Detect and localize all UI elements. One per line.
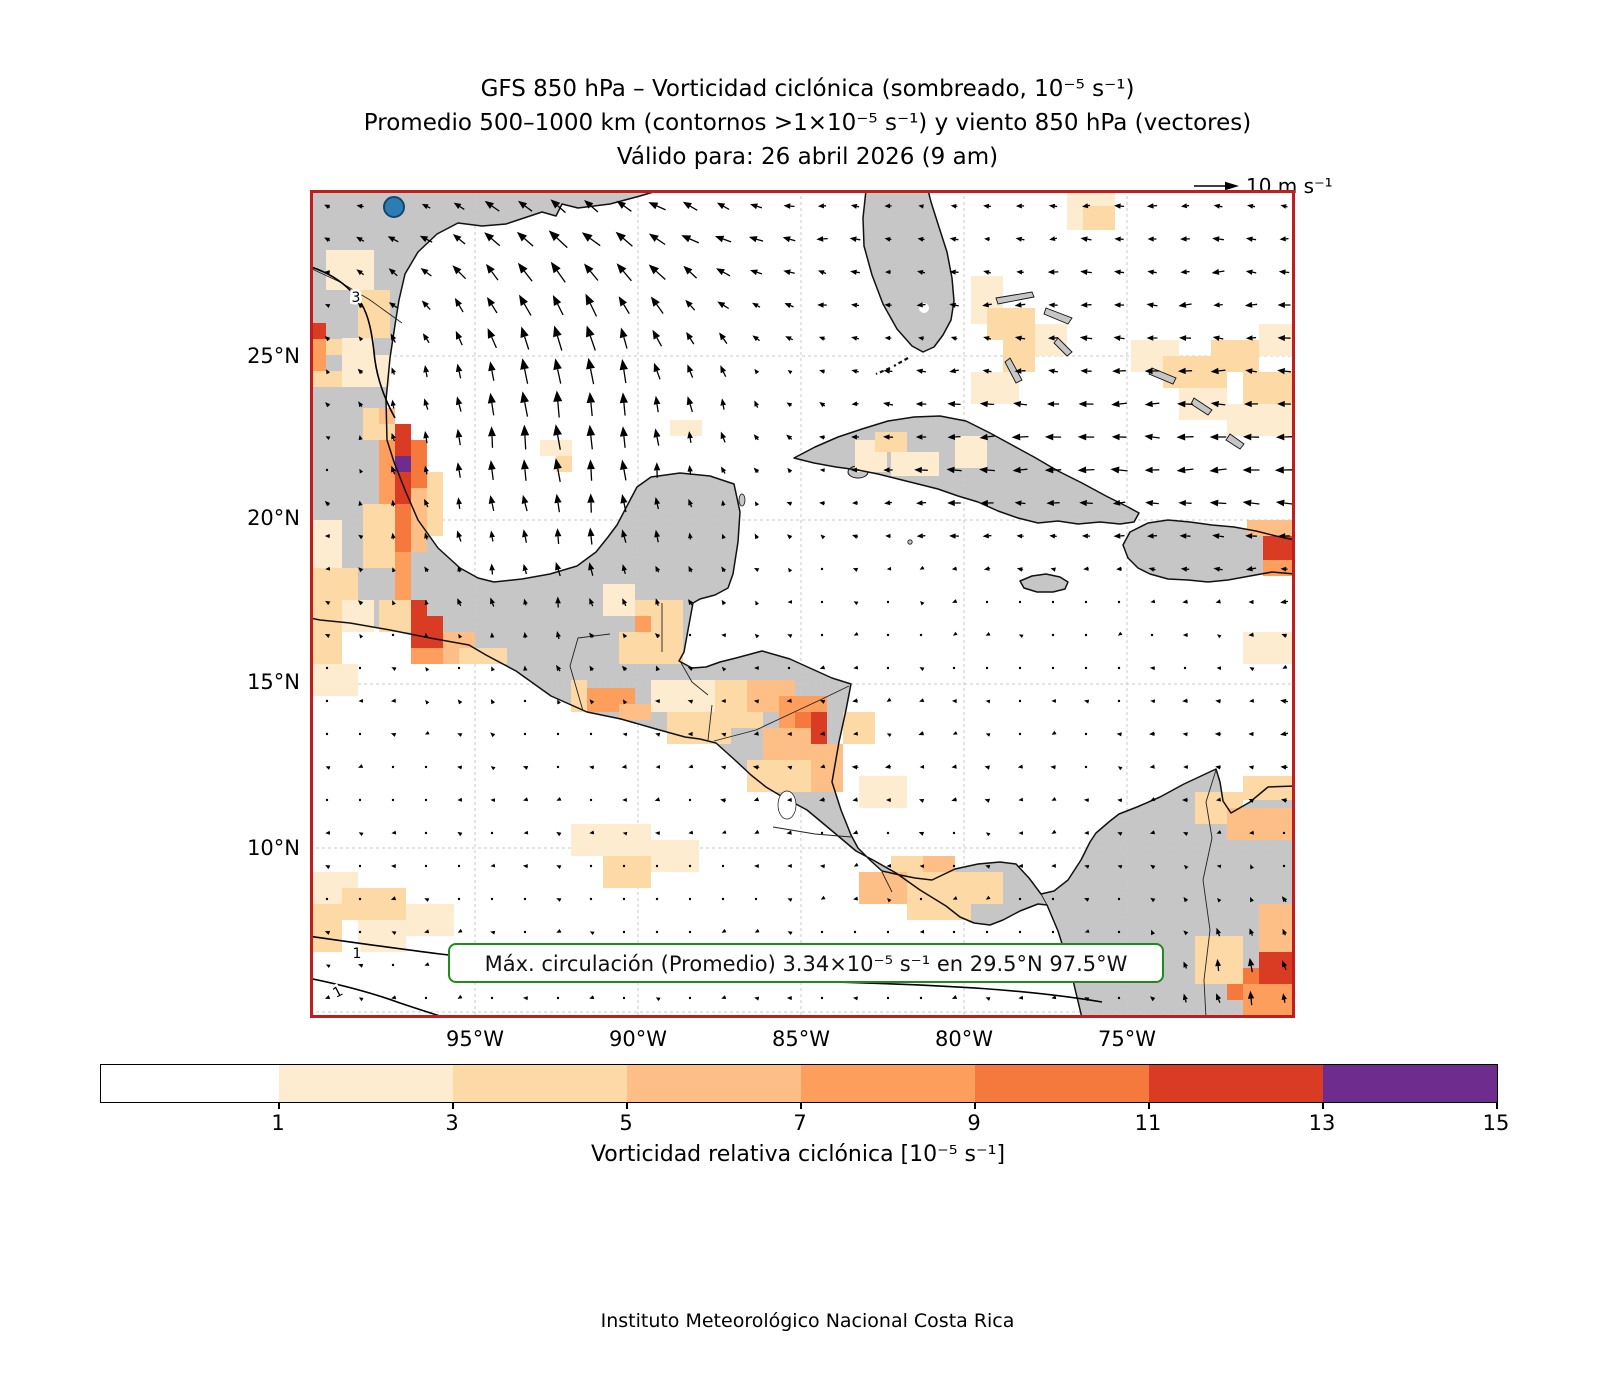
colorbar-segment <box>801 1065 975 1102</box>
reference-arrow-icon <box>1194 181 1239 191</box>
country-borders-layer <box>310 267 1217 1018</box>
colorbar-tick-mark <box>626 1102 628 1109</box>
svg-text:3: 3 <box>352 290 361 306</box>
colorbar-tick-label: 1 <box>271 1111 285 1135</box>
x-tick-95w: 95°W <box>446 1027 504 1051</box>
colorbar-segment <box>1323 1065 1497 1102</box>
colorbar-tick-label: 5 <box>619 1111 633 1135</box>
x-tick-85w: 85°W <box>772 1027 830 1051</box>
colorbar-segment <box>279 1065 453 1102</box>
colorbar-tick-mark <box>1148 1102 1150 1109</box>
y-tick-20n: 20°N <box>247 506 300 530</box>
title-block: GFS 850 hPa – Vorticidad ciclónica (somb… <box>0 72 1615 174</box>
y-tick-10n: 10°N <box>247 836 300 860</box>
colorbar-segment <box>1149 1065 1323 1102</box>
chart-title: GFS 850 hPa – Vorticidad ciclónica (somb… <box>480 76 1135 102</box>
colorbar-tick-mark <box>452 1102 454 1109</box>
colorbar-label: Vorticidad relativa ciclónica [10⁻⁵ s⁻¹] <box>590 1142 1006 1167</box>
colorbar-tick-label: 7 <box>793 1111 807 1135</box>
colorbar-segment <box>975 1065 1149 1102</box>
colorbar-tick-mark <box>1322 1102 1324 1109</box>
x-tick-75w: 75°W <box>1098 1027 1156 1051</box>
colorbar <box>100 1064 1498 1103</box>
colorbar-tick-mark <box>974 1102 976 1109</box>
colorbar-tick-label: 13 <box>1308 1111 1336 1135</box>
footer-credit: Instituto Meteorológico Nacional Costa R… <box>600 1310 1015 1332</box>
colorbar-tick-label: 15 <box>1482 1111 1510 1135</box>
colorbar-tick-label: 11 <box>1134 1111 1162 1135</box>
map-svg: 311 <box>310 190 1295 1018</box>
svg-text:1: 1 <box>353 946 362 962</box>
chart-subtitle: Promedio 500–1000 km (contornos >1×10⁻⁵ … <box>363 110 1252 136</box>
y-tick-15n: 15°N <box>247 670 300 694</box>
colorbar-tick-mark <box>800 1102 802 1109</box>
colorbar-tick-label: 9 <box>967 1111 981 1135</box>
colorbar-segment <box>627 1065 801 1102</box>
y-tick-25n: 25°N <box>247 344 300 368</box>
colorbar-tick-mark <box>278 1102 280 1109</box>
colorbar-segment <box>101 1065 279 1102</box>
colorbar-tick-mark <box>1496 1102 1498 1109</box>
wind-vectors-layer <box>324 199 1294 1006</box>
chart-valid-date: Válido para: 26 abril 2026 (9 am) <box>616 144 999 170</box>
x-tick-80w: 80°W <box>935 1027 993 1051</box>
colorbar-ticks: 1 3 5 7 9 11 13 15 <box>100 1102 1509 1144</box>
x-tick-90w: 90°W <box>609 1027 667 1051</box>
lake-nicaragua <box>777 790 797 820</box>
max-circulation-marker-layer <box>383 196 405 218</box>
max-circulation-annotation: Máx. circulación (Promedio) 3.34×10⁻⁵ s⁻… <box>448 943 1164 983</box>
gridlines-layer <box>310 190 1295 1018</box>
vorticity-shading-layer <box>310 190 1295 1018</box>
map-frame <box>310 190 1295 1018</box>
colorbar-tick-label: 3 <box>445 1111 459 1135</box>
colorbar-segment <box>453 1065 627 1102</box>
